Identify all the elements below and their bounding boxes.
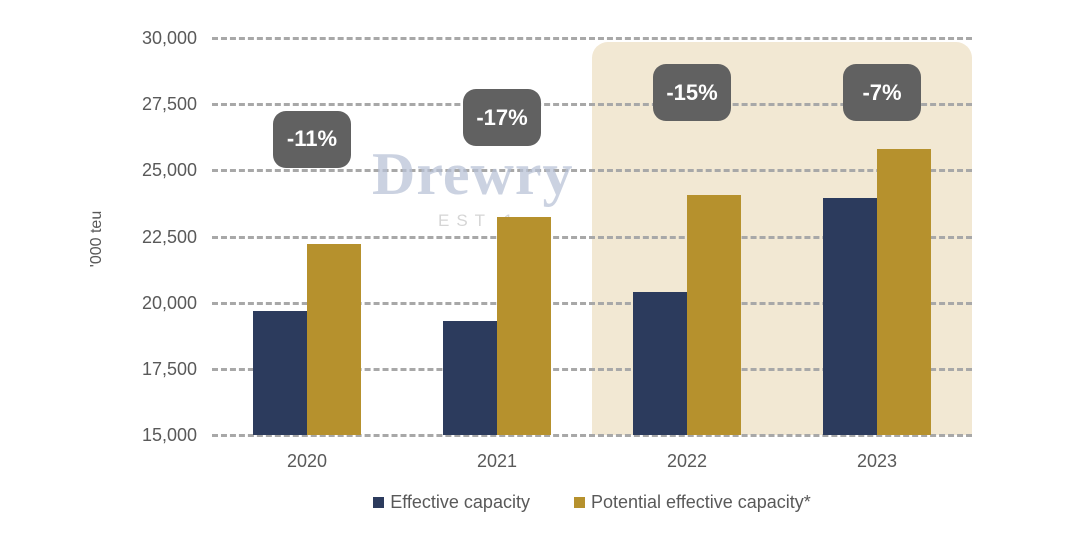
legend-item: Potential effective capacity* [573,492,811,513]
gridline-22,500 [212,235,972,239]
gridline-20,000 [212,301,972,305]
legend-label: Effective capacity [390,492,530,512]
pct-badge-2023: -7% [843,64,921,122]
y-tick-label: 25,000 [141,160,197,181]
y-tick-label: 30,000 [141,28,197,48]
gridline-30,000 [212,37,972,40]
gridline-17,500 [212,367,972,371]
pct-badge-2022: -15% [653,64,731,122]
bar-2021-potential [497,216,551,435]
bar-2022-effective [633,292,687,435]
legend-swatch-icon [373,497,385,508]
bar-2020-effective [253,310,307,435]
watermark-wordmark: Drewry [372,141,574,207]
legend-item: Effective capacity [373,492,530,513]
x-tick-label-2020: 2020 [286,451,328,471]
legend: Effective capacity Potential effective ca… [212,492,972,513]
bar-2021-effective [443,321,497,435]
y-tick-label: 22,500 [141,226,197,247]
legend-label: Potential effective capacity* [590,492,811,512]
y-tick-label: 15,000 [141,425,197,445]
pct-badge-2020: -11% [273,110,351,168]
bar-2023-effective [823,198,877,435]
y-tick-label: 17,500 [141,358,197,379]
y-tick-label: 20,000 [141,292,197,313]
bar-2023-potential [877,149,931,435]
y-tick-label: 27,500 [141,94,197,115]
gridline-27,500 [212,103,972,107]
bar-2020-potential [307,244,361,435]
gridline-25,000 [212,169,972,173]
legend-swatch-icon [573,497,585,508]
x-tick-label-2021: 2021 [476,451,518,471]
pct-badge-2021: -17% [463,89,541,147]
x-tick-label-2023: 2023 [856,451,898,471]
x-tick-label-2022: 2022 [666,451,708,471]
gridline-15,000 [212,434,972,437]
bar-2022-potential [687,195,741,435]
